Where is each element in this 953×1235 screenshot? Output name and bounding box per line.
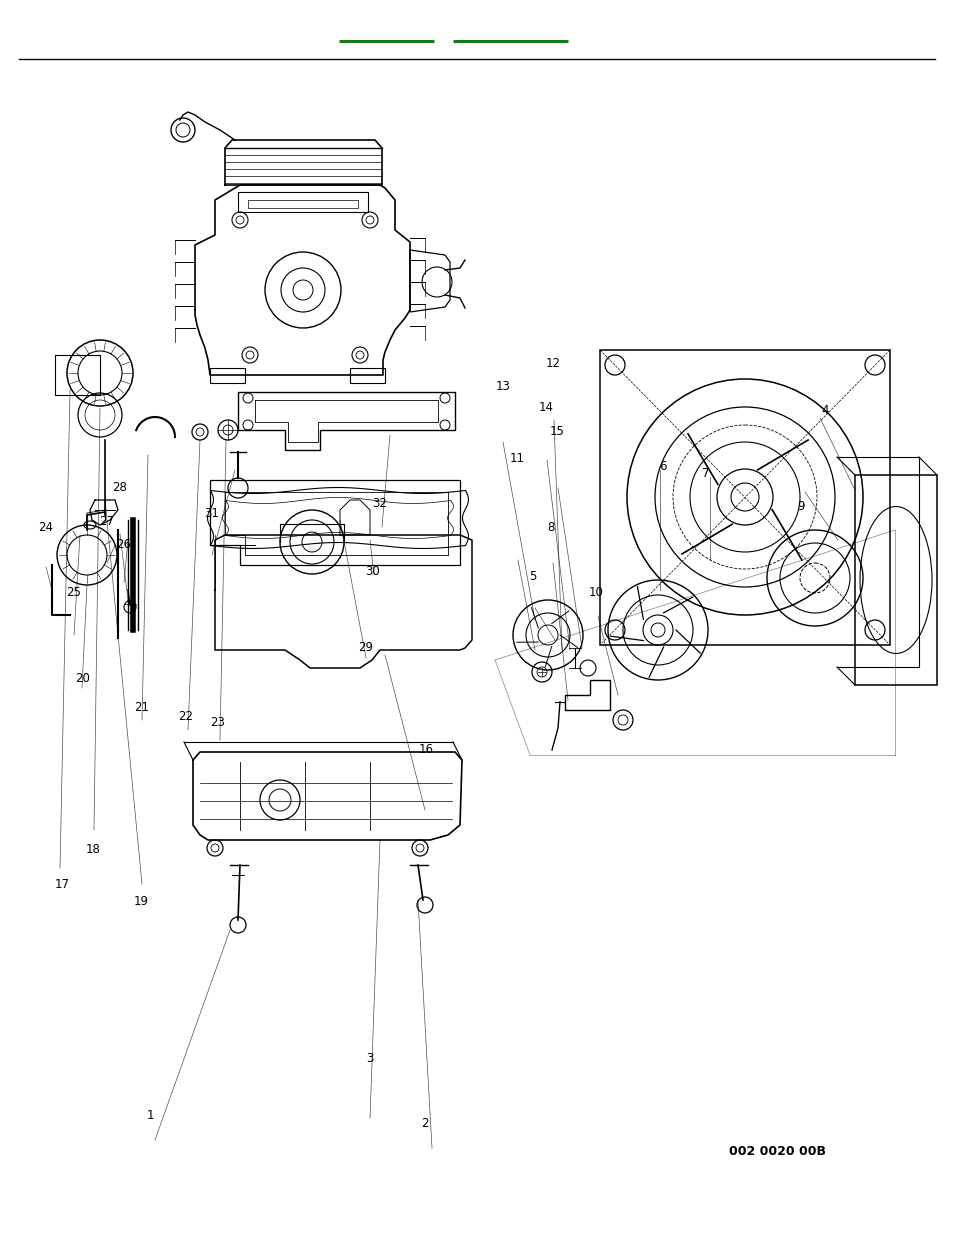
Bar (350, 368, 385, 383)
Text: 29: 29 (357, 641, 373, 653)
Bar (237, 191, 368, 212)
Text: 11: 11 (509, 452, 524, 464)
Text: 002 0020 00B: 002 0020 00B (728, 1145, 825, 1157)
Text: 12: 12 (545, 357, 560, 369)
Text: 1: 1 (147, 1109, 154, 1121)
Text: 26: 26 (116, 538, 132, 551)
Bar (248, 200, 357, 207)
Bar (599, 350, 889, 645)
Text: 19: 19 (133, 895, 149, 908)
Text: 21: 21 (133, 701, 149, 714)
Text: 7: 7 (701, 467, 709, 479)
Bar (210, 368, 245, 383)
Text: 3: 3 (366, 1052, 374, 1065)
Text: 24: 24 (38, 521, 53, 534)
Text: 5: 5 (528, 571, 536, 583)
Text: 18: 18 (86, 844, 101, 856)
Text: 6: 6 (659, 461, 666, 473)
Text: 28: 28 (112, 482, 127, 494)
Text: 16: 16 (418, 743, 434, 756)
Text: 15: 15 (549, 425, 564, 437)
Text: 30: 30 (364, 566, 379, 578)
Text: 20: 20 (75, 672, 91, 684)
Text: 32: 32 (372, 498, 387, 510)
Bar (854, 475, 936, 685)
Text: 2: 2 (420, 1118, 428, 1130)
Text: 17: 17 (54, 878, 70, 890)
Text: 9: 9 (797, 500, 804, 513)
Text: 31: 31 (204, 508, 219, 520)
Text: 27: 27 (99, 515, 114, 527)
Text: 25: 25 (66, 587, 81, 599)
Text: 13: 13 (495, 380, 510, 393)
Text: 22: 22 (178, 710, 193, 722)
Text: 10: 10 (588, 587, 603, 599)
Text: 8: 8 (547, 521, 555, 534)
Text: 23: 23 (210, 716, 225, 729)
Text: 14: 14 (537, 401, 553, 414)
Text: 4: 4 (821, 404, 828, 416)
